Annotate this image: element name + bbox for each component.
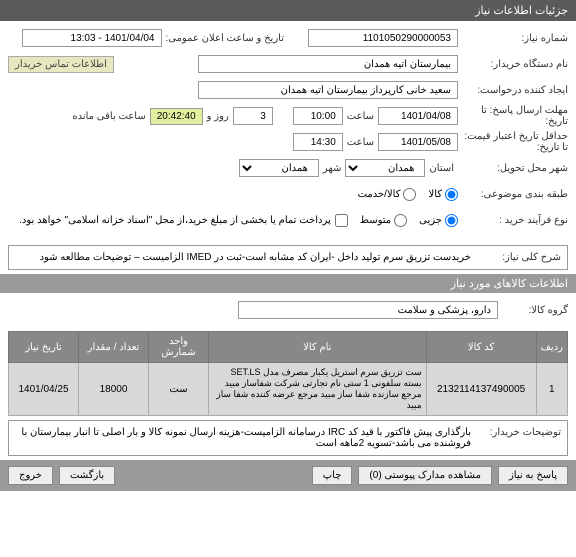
- buyer-notes-box: توضیحات خریدار: بارگذاری پیش فاکتور با ق…: [8, 420, 568, 456]
- medium-radio-item[interactable]: متوسط: [360, 214, 407, 227]
- td-row: 1: [536, 363, 567, 416]
- buyer-name-value: بیمارستان اتیه همدان: [198, 55, 458, 73]
- td-unit: ست: [149, 363, 209, 416]
- city-label: شهر: [319, 163, 346, 174]
- payment-checkbox[interactable]: [335, 214, 348, 227]
- requester-label: ایجاد کننده درخواست:: [458, 85, 568, 96]
- service-radio-label: کالا/خدمت: [358, 189, 401, 200]
- reply-button[interactable]: پاسخ به نیاز: [498, 466, 568, 485]
- th-name: نام کالا: [209, 332, 427, 363]
- need-number-value: 1101050290000053: [308, 29, 458, 47]
- goods-radio-item[interactable]: کالا: [428, 188, 458, 201]
- time-label-2: ساعت: [343, 137, 378, 148]
- countdown-suffix: ساعت باقی مانده: [68, 111, 149, 122]
- goods-group-label: گروه کالا:: [498, 305, 568, 316]
- goods-group-value: دارو، پزشکی و سلامت: [238, 301, 498, 319]
- goods-table: ردیف کد کالا نام کالا واحد شمارش تعداد /…: [8, 331, 568, 416]
- buyer-name-label: نام دستگاه خریدار:: [458, 59, 568, 70]
- days-label: روز و: [203, 111, 233, 122]
- province-select[interactable]: همدان: [345, 159, 425, 177]
- goods-radio-label: کالا: [428, 189, 442, 200]
- province-label: استان: [425, 163, 458, 174]
- table-row: 1 2132114137490005 ست تزریق سرم استریل ی…: [9, 363, 568, 416]
- td-date: 1401/04/25: [9, 363, 79, 416]
- panel-title: جزئیات اطلاعات نیاز: [475, 5, 568, 17]
- announce-date-value: 1401/04/04 - 13:03: [22, 29, 162, 47]
- medium-radio-label: متوسط: [360, 215, 391, 226]
- footer-bar: پاسخ به نیاز مشاهده مدارک پیوستی (0) چاپ…: [0, 460, 576, 491]
- goods-section-header: اطلاعات کالاهای مورد نیاز: [0, 274, 576, 293]
- deadline-date-value: 1401/04/08: [378, 107, 458, 125]
- th-qty: تعداد / مقدار: [79, 332, 149, 363]
- city-select[interactable]: همدان: [239, 159, 319, 177]
- minor-radio[interactable]: [445, 214, 458, 227]
- need-desc-label: شرح کلی نیاز:: [471, 252, 561, 263]
- validity-time-value: 14:30: [293, 133, 343, 151]
- minor-radio-item[interactable]: جزیی: [419, 214, 458, 227]
- validity-date-value: 1401/05/08: [378, 133, 458, 151]
- print-button[interactable]: چاپ: [312, 466, 353, 485]
- buyer-notes-label: توضیحات خریدار:: [471, 427, 561, 438]
- th-unit: واحد شمارش: [149, 332, 209, 363]
- goods-radio[interactable]: [445, 188, 458, 201]
- deadline-time-value: 10:00: [293, 107, 343, 125]
- minor-radio-label: جزیی: [419, 215, 442, 226]
- delivery-city-label: شهر محل تحویل:: [458, 163, 568, 174]
- need-desc-text: خریدست تزریق سرم تولید داخل -ایران کد مش…: [40, 252, 471, 263]
- td-qty: 18000: [79, 363, 149, 416]
- purchase-process-label: نوع فرآیند خرید :: [458, 215, 568, 226]
- need-number-label: شماره نیاز:: [458, 33, 568, 44]
- td-code: 2132114137490005: [426, 363, 536, 416]
- back-button[interactable]: بازگشت: [59, 466, 115, 485]
- exit-button[interactable]: خروج: [8, 466, 53, 485]
- category-label: طبقه بندی موضوعی:: [458, 189, 568, 200]
- requester-value: سعید خانی کارپرداز بیمارستان اتیه همدان: [198, 81, 458, 99]
- payment-note: پرداخت تمام یا بخشی از مبلغ خرید،از محل …: [19, 215, 331, 226]
- attachments-button[interactable]: مشاهده مدارک پیوستی (0): [358, 466, 492, 485]
- process-radio-group: جزیی متوسط: [360, 214, 458, 227]
- medium-radio[interactable]: [394, 214, 407, 227]
- validity-label: حداقل تاریخ اعتبار قیمت: تا تاریخ:: [458, 131, 568, 153]
- td-name: ست تزریق سرم استریل یکبار مصرف مدل SET.L…: [209, 363, 427, 416]
- panel-header: جزئیات اطلاعات نیاز: [0, 0, 576, 21]
- deadline-label: مهلت ارسال پاسخ: تا تاریخ:: [458, 105, 568, 127]
- service-radio-item[interactable]: کالا/خدمت: [358, 188, 417, 201]
- time-label-1: ساعت: [343, 111, 378, 122]
- payment-check-item[interactable]: پرداخت تمام یا بخشی از مبلغ خرید،از محل …: [19, 214, 348, 227]
- th-date: تاریخ نیاز: [9, 332, 79, 363]
- days-count-value: 3: [233, 107, 273, 125]
- buyer-contact-button[interactable]: اطلاعات تماس خریدار: [8, 56, 114, 73]
- need-description-box: شرح کلی نیاز: خریدست تزریق سرم تولید داخ…: [8, 245, 568, 270]
- th-code: کد کالا: [426, 332, 536, 363]
- table-header-row: ردیف کد کالا نام کالا واحد شمارش تعداد /…: [9, 332, 568, 363]
- countdown-value: 20:42:40: [150, 108, 203, 125]
- service-radio[interactable]: [403, 188, 416, 201]
- category-radio-group: کالا کالا/خدمت: [358, 188, 458, 201]
- announce-date-label: تاریخ و ساعت اعلان عمومی:: [162, 33, 289, 44]
- buyer-notes-text: بارگذاری پیش فاکتور با قید کد IRC درساما…: [15, 427, 471, 449]
- goods-section-title: اطلاعات کالاهای مورد نیاز: [451, 278, 568, 290]
- form-area: شماره نیاز: 1101050290000053 تاریخ و ساع…: [0, 21, 576, 241]
- th-row: ردیف: [536, 332, 567, 363]
